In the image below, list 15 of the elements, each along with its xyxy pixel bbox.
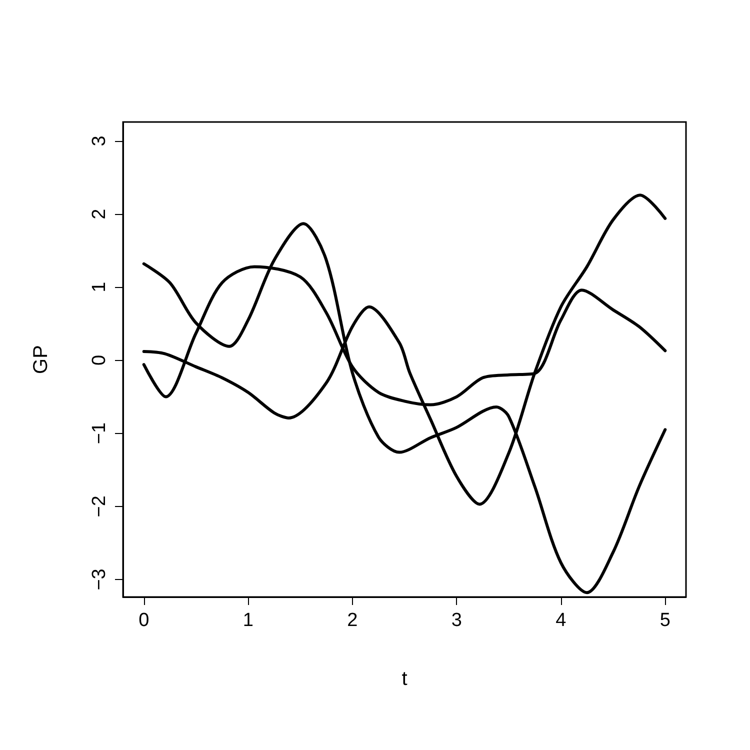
x-tick-label: 0	[138, 610, 150, 631]
y-tick-label: −3	[89, 568, 110, 590]
x-tick-label: 3	[451, 610, 462, 631]
x-tick-label: 2	[347, 610, 358, 631]
x-tick-label: 5	[660, 610, 670, 631]
y-tick-label: 3	[89, 136, 110, 146]
x-tick-label: 4	[556, 610, 567, 631]
y-tick-label: 2	[89, 208, 110, 220]
y-tick-label: −2	[89, 496, 110, 518]
y-tick-label: −1	[89, 422, 110, 444]
y-tick-label: 1	[89, 282, 110, 292]
y-tick-label: 0	[89, 354, 110, 366]
x-axis-title: t	[402, 668, 408, 690]
x-tick-label: 1	[242, 610, 254, 631]
y-axis-title: GP	[30, 345, 52, 374]
